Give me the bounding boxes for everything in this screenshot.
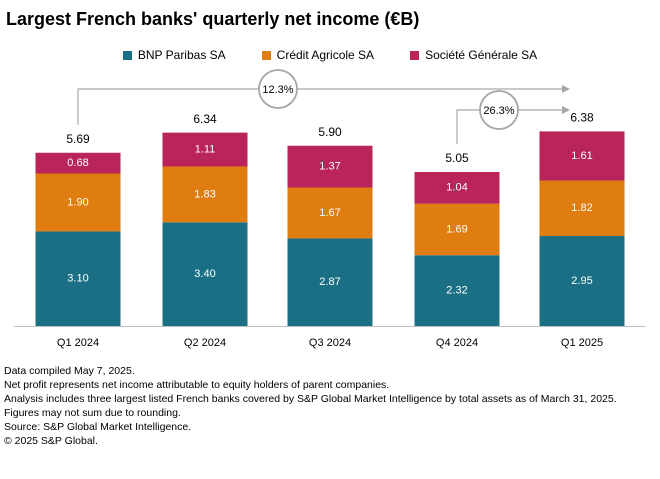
bar-segment-2-3 (414, 171, 500, 204)
bar-value-label-0-2: 2.87 (319, 276, 340, 288)
bar-segment-1-3 (414, 203, 500, 256)
x-tick-label-3: Q4 2024 (436, 337, 478, 349)
legend-label-credit-agricole: Crédit Agricole SA (276, 48, 375, 62)
legend-item-bnp: BNP Paribas SA (122, 48, 226, 62)
legend-label-bnp: BNP Paribas SA (137, 48, 226, 62)
footnotes: Data compiled May 7, 2025. Net profit re… (4, 364, 654, 448)
bar-segment-1-4 (539, 180, 625, 237)
bar-segment-0-3 (414, 255, 500, 326)
total-label-3: 5.05 (445, 151, 469, 165)
legend-item-credit-agricole: Crédit Agricole SA (261, 48, 375, 62)
growth-connector-arrow-1 (562, 85, 570, 93)
bar-value-label-2-3: 1.04 (446, 182, 467, 194)
bar-segment-0-2 (287, 238, 373, 326)
bar-value-label-0-1: 3.40 (194, 268, 215, 280)
bar-segment-2-0 (35, 152, 121, 174)
bar-value-label-1-2: 1.67 (319, 207, 340, 219)
legend-swatch-societe-generale (410, 50, 420, 60)
note-date: Data compiled May 7, 2025. (4, 365, 135, 377)
growth-connector-line-2 (456, 109, 562, 144)
growth-bubble-1 (258, 69, 298, 109)
legend-swatch-credit-agricole (261, 50, 271, 60)
chart-title: Largest French banks' quarterly net inco… (6, 9, 420, 29)
bar-value-label-0-4: 2.95 (571, 275, 592, 287)
bar-value-label-2-1: 1.11 (195, 143, 216, 155)
growth-connector-arrow-2 (562, 106, 570, 114)
bar-segment-1-0 (35, 173, 121, 232)
legend: BNP Paribas SA Crédit Agricole SA Sociét… (0, 48, 660, 62)
note-analysis: Analysis includes three largest listed F… (4, 393, 617, 405)
legend-label-societe-generale: Société Générale SA (425, 48, 538, 62)
total-label-4: 6.38 (570, 111, 594, 125)
bar-value-label-2-0: 0.68 (67, 157, 88, 169)
x-tick-label-4: Q1 2025 (561, 337, 603, 349)
growth-bubble-2 (479, 90, 519, 130)
legend-item-societe-generale: Société Générale SA (410, 48, 537, 62)
legend-swatch-bnp (122, 50, 132, 60)
x-tick-label-1: Q2 2024 (184, 337, 226, 349)
growth-label-1: 12.3% (262, 84, 293, 96)
growth-label-2: 26.3% (483, 105, 514, 117)
stacked-bar-chart: 3.10 1.90 0.68 5.69 Q1 2024 3.40 1.83 1.11 6.34 Q… (14, 69, 646, 349)
bar-value-label-2-2: 1.37 (319, 161, 340, 173)
bar-segment-0-0 (35, 231, 121, 326)
bar-value-label-0-3: 2.32 (446, 285, 467, 297)
total-label-0: 5.69 (66, 132, 90, 146)
total-label-1: 6.34 (193, 112, 217, 126)
note-rounding: Figures may not sum due to rounding. (4, 407, 181, 419)
bar-segment-1-2 (287, 187, 373, 239)
bar-segment-2-4 (539, 131, 625, 181)
x-tick-label-2: Q3 2024 (309, 337, 351, 349)
bar-value-label-1-0: 1.90 (67, 196, 88, 208)
x-tick-label-0: Q1 2024 (57, 337, 99, 349)
bar-value-label-0-0: 3.10 (67, 273, 88, 285)
note-net-profit: Net profit represents net income attribu… (4, 379, 390, 391)
bar-value-label-1-3: 1.69 (446, 223, 467, 235)
note-source: Source: S&P Global Market Intelligence. (4, 421, 192, 433)
bar-value-label-2-4: 1.61 (571, 150, 592, 162)
bar-segment-2-2 (287, 145, 373, 188)
total-label-2: 5.90 (318, 125, 342, 139)
bar-segment-1-1 (162, 166, 248, 223)
note-copyright: © 2025 S&P Global. (4, 435, 98, 447)
bar-segment-2-1 (162, 132, 248, 167)
bar-segment-0-1 (162, 222, 248, 326)
bar-segment-0-4 (539, 236, 625, 326)
growth-connector-line-1 (77, 88, 562, 125)
bar-value-label-1-1: 1.83 (194, 188, 215, 200)
bar-value-label-1-4: 1.82 (571, 202, 592, 214)
